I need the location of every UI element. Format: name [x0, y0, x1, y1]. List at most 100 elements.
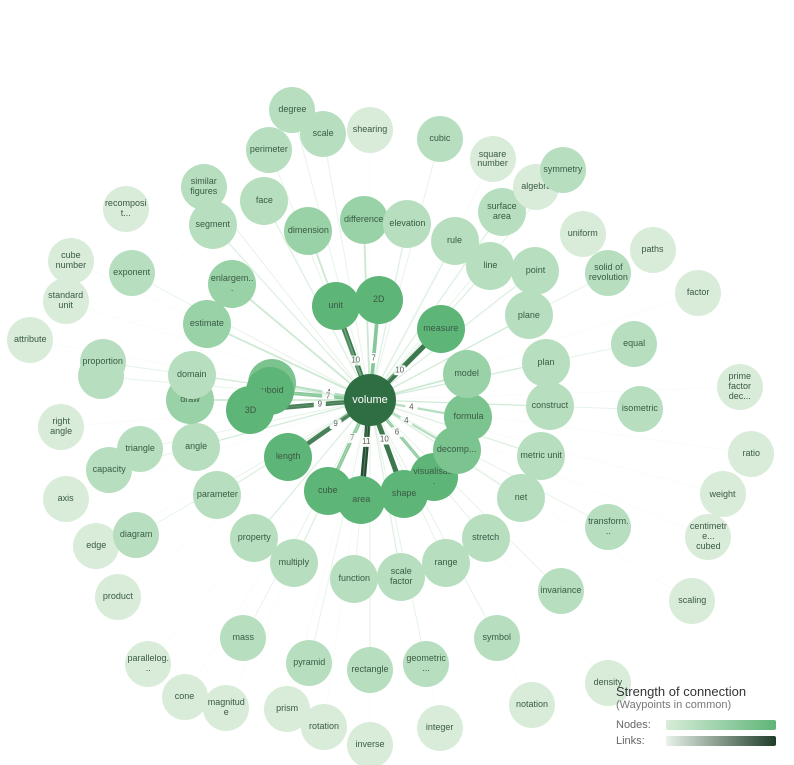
- node-label: shape: [392, 489, 417, 499]
- node-diagram[interactable]: diagram: [113, 512, 159, 558]
- node-magnitude[interactable]: magnitude: [203, 685, 249, 731]
- node-label: 2D: [373, 295, 385, 305]
- node-label: proportion: [82, 357, 123, 367]
- node-integer[interactable]: integer: [417, 705, 463, 751]
- node-parallelogram[interactable]: parallelog...: [125, 641, 171, 687]
- node-construct[interactable]: construct: [526, 382, 574, 430]
- node-shearing[interactable]: shearing: [347, 107, 393, 153]
- node-cone[interactable]: cone: [162, 674, 208, 720]
- node-label: scale: [313, 129, 334, 139]
- node-exponent[interactable]: exponent: [109, 250, 155, 296]
- node-squarenumber[interactable]: square number: [470, 136, 516, 182]
- node-ratio[interactable]: ratio: [728, 431, 774, 477]
- node-model[interactable]: model: [443, 350, 491, 398]
- node-dimension[interactable]: dimension: [284, 207, 332, 255]
- node-scaling[interactable]: scaling: [669, 578, 715, 624]
- node-label: diagram: [120, 530, 153, 540]
- node-difference[interactable]: difference: [340, 196, 388, 244]
- node-plan[interactable]: plan: [522, 339, 570, 387]
- node-metricunit[interactable]: metric unit: [517, 432, 565, 480]
- node-net[interactable]: net: [497, 474, 545, 522]
- node-equal[interactable]: equal: [611, 321, 657, 367]
- node-label: elevation: [389, 219, 425, 229]
- node-plane[interactable]: plane: [505, 291, 553, 339]
- node-axis[interactable]: axis: [43, 476, 89, 522]
- node-range[interactable]: range: [422, 539, 470, 587]
- node-label: plane: [518, 311, 540, 321]
- node-edge[interactable]: edge: [73, 523, 119, 569]
- node-2d[interactable]: 2D: [355, 276, 403, 324]
- node-line[interactable]: line: [466, 242, 514, 290]
- node-label: cube: [318, 486, 338, 496]
- edge-weight: 7: [371, 353, 376, 362]
- node-angle[interactable]: angle: [172, 423, 220, 471]
- node-attribute[interactable]: attribute: [7, 317, 53, 363]
- node-cubic[interactable]: cubic: [417, 116, 463, 162]
- node-measure[interactable]: measure: [417, 305, 465, 353]
- node-label: mass: [232, 633, 254, 643]
- node-parameter[interactable]: parameter: [193, 471, 241, 519]
- node-point[interactable]: point: [511, 247, 559, 295]
- edge: [309, 400, 370, 663]
- node-transformation[interactable]: transform...: [585, 504, 631, 550]
- node-similarfigures[interactable]: similar figures: [181, 164, 227, 210]
- node-notation[interactable]: notation: [509, 682, 555, 728]
- node-label: segment: [195, 220, 230, 230]
- node-inverse[interactable]: inverse: [347, 722, 393, 765]
- node-recomposition[interactable]: recomposit...: [103, 186, 149, 232]
- node-solidrev[interactable]: solid of revolution: [585, 250, 631, 296]
- node-multiply[interactable]: multiply: [270, 539, 318, 587]
- node-pyramid[interactable]: pyramid: [286, 640, 332, 686]
- node-rightangle[interactable]: right angle: [38, 404, 84, 450]
- node-standardunit[interactable]: standard unit: [43, 278, 89, 324]
- node-label: notation: [516, 700, 548, 710]
- node-label: enlargem...: [210, 274, 254, 294]
- node-length[interactable]: length: [264, 433, 312, 481]
- node-elevation[interactable]: elevation: [383, 200, 431, 248]
- node-label: integer: [426, 723, 454, 733]
- node-unit[interactable]: unit: [312, 282, 360, 330]
- node-geometric[interactable]: geometric...: [403, 641, 449, 687]
- node-uniform[interactable]: uniform: [560, 211, 606, 257]
- legend-links-label: Links:: [616, 735, 658, 747]
- legend: Strength of connection (Waypoints in com…: [616, 684, 776, 747]
- node-primefactor[interactable]: prime factor dec...: [717, 364, 763, 410]
- node-label: formula: [453, 412, 483, 422]
- node-factor[interactable]: factor: [675, 270, 721, 316]
- node-face[interactable]: face: [240, 177, 288, 225]
- node-volume[interactable]: volume: [344, 374, 396, 426]
- node-property[interactable]: property: [230, 514, 278, 562]
- node-label: product: [103, 592, 133, 602]
- node-cubenumber[interactable]: cube number: [48, 238, 94, 284]
- node-product[interactable]: product: [95, 574, 141, 620]
- node-isometric[interactable]: isometric: [617, 386, 663, 432]
- node-label: rule: [447, 236, 462, 246]
- node-symmetry[interactable]: symmetry: [540, 147, 586, 193]
- node-label: metric unit: [520, 451, 562, 461]
- node-proportion[interactable]: proportion: [80, 339, 126, 385]
- node-prism[interactable]: prism: [264, 686, 310, 732]
- node-function[interactable]: function: [330, 555, 378, 603]
- node-centimetrecubed[interactable]: centimetre... cubed: [685, 514, 731, 560]
- node-degree[interactable]: degree: [269, 87, 315, 133]
- node-mass[interactable]: mass: [220, 615, 266, 661]
- node-label: construct: [532, 401, 569, 411]
- node-label: cone: [175, 692, 195, 702]
- node-symbol[interactable]: symbol: [474, 615, 520, 661]
- node-3d[interactable]: 3D: [226, 386, 274, 434]
- node-perimeter[interactable]: perimeter: [246, 127, 292, 173]
- node-rectangle[interactable]: rectangle: [347, 647, 393, 693]
- node-invariance[interactable]: invariance: [538, 568, 584, 614]
- node-area[interactable]: area: [337, 476, 385, 524]
- node-label: unit: [329, 301, 344, 311]
- legend-subtitle: (Waypoints in common): [616, 699, 776, 711]
- node-domain[interactable]: domain: [168, 351, 216, 399]
- node-formula[interactable]: formula: [444, 393, 492, 441]
- node-paths[interactable]: paths: [630, 227, 676, 273]
- node-label: model: [454, 369, 479, 379]
- node-enlargement[interactable]: enlargem...: [208, 260, 256, 308]
- node-triangle[interactable]: triangle: [117, 426, 163, 472]
- node-scalefactor[interactable]: scale factor: [377, 553, 425, 601]
- node-label: net: [515, 493, 528, 503]
- node-weight[interactable]: weight: [700, 471, 746, 517]
